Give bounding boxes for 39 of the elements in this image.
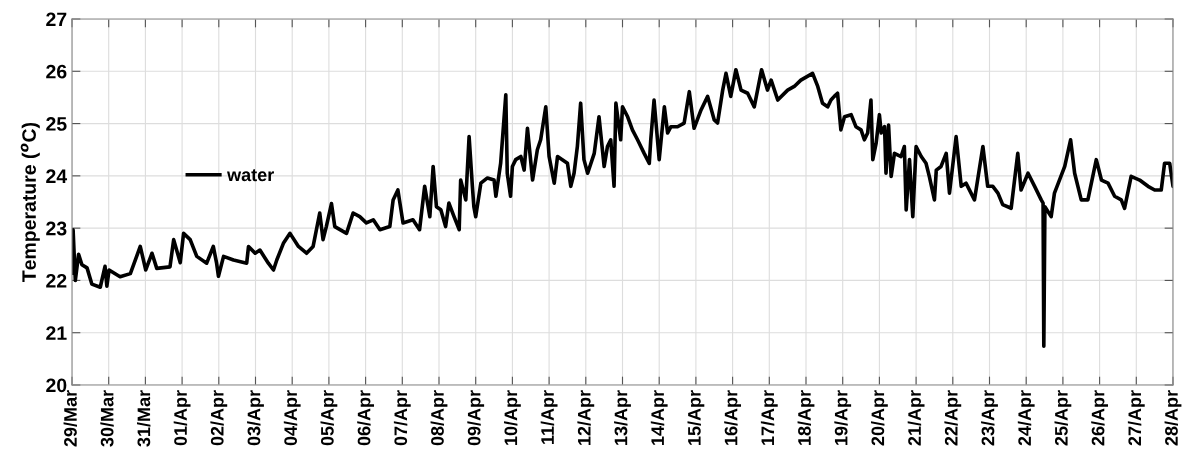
y-tick-label: 25: [46, 117, 67, 131]
x-tick-label: 30/Mar: [100, 390, 114, 447]
x-tick-label: 03/Apr: [247, 390, 264, 446]
x-tick-label: 24/Apr: [1017, 390, 1035, 446]
x-tick-label: 10/Apr: [503, 390, 521, 445]
x-tick-label: 05/Apr: [320, 390, 338, 446]
x-tick-label: 01/Apr: [173, 390, 191, 446]
x-tick-label: 19/Apr: [834, 390, 852, 445]
y-axis-title: Temperature ($^{o}$C): [20, 122, 40, 282]
y-tick-label: 26: [46, 64, 67, 79]
x-tick-label: 28/Apr: [1164, 390, 1182, 446]
y-tick-label: 22: [46, 273, 67, 288]
x-tick-label: 04/Apr: [283, 390, 301, 446]
x-tick-label: 18/Apr: [797, 390, 815, 445]
x-tick-label: 31/Mar: [136, 390, 151, 447]
x-tick-label: 22/Apr: [944, 390, 962, 446]
x-tick-label: 12/Apr: [577, 390, 595, 445]
x-tick-label: 13/Apr: [614, 390, 631, 445]
x-tick-label: 17/Apr: [760, 390, 778, 445]
x-tick-label: 23/Apr: [981, 390, 998, 446]
x-tick-label: 06/Apr: [357, 390, 375, 446]
y-tick-label: 24: [46, 169, 68, 183]
x-tick-label: 08/Apr: [430, 390, 448, 446]
x-tick-label: 15/Apr: [687, 390, 705, 445]
x-tick-label: 07/Apr: [393, 390, 411, 446]
y-tick-label: 21: [46, 326, 67, 340]
x-tick-label: 21/Apr: [907, 390, 925, 446]
x-tick-label: 02/Apr: [210, 390, 228, 446]
x-tick-label: 09/Apr: [467, 390, 485, 446]
x-tick-label: 16/Apr: [724, 390, 742, 445]
x-tick-label: 20/Apr: [870, 390, 888, 446]
y-tick-label: 27: [46, 12, 67, 27]
x-tick-label: 11/Apr: [540, 390, 558, 444]
x-tick-label: 27/Apr: [1127, 390, 1145, 446]
x-tick-label: 25/Apr: [1054, 390, 1072, 446]
y-tick-label: 23: [46, 221, 67, 236]
x-tick-label: 26/Apr: [1091, 390, 1109, 446]
x-tick-label: 14/Apr: [650, 390, 668, 445]
legend-label: water: [227, 169, 274, 182]
